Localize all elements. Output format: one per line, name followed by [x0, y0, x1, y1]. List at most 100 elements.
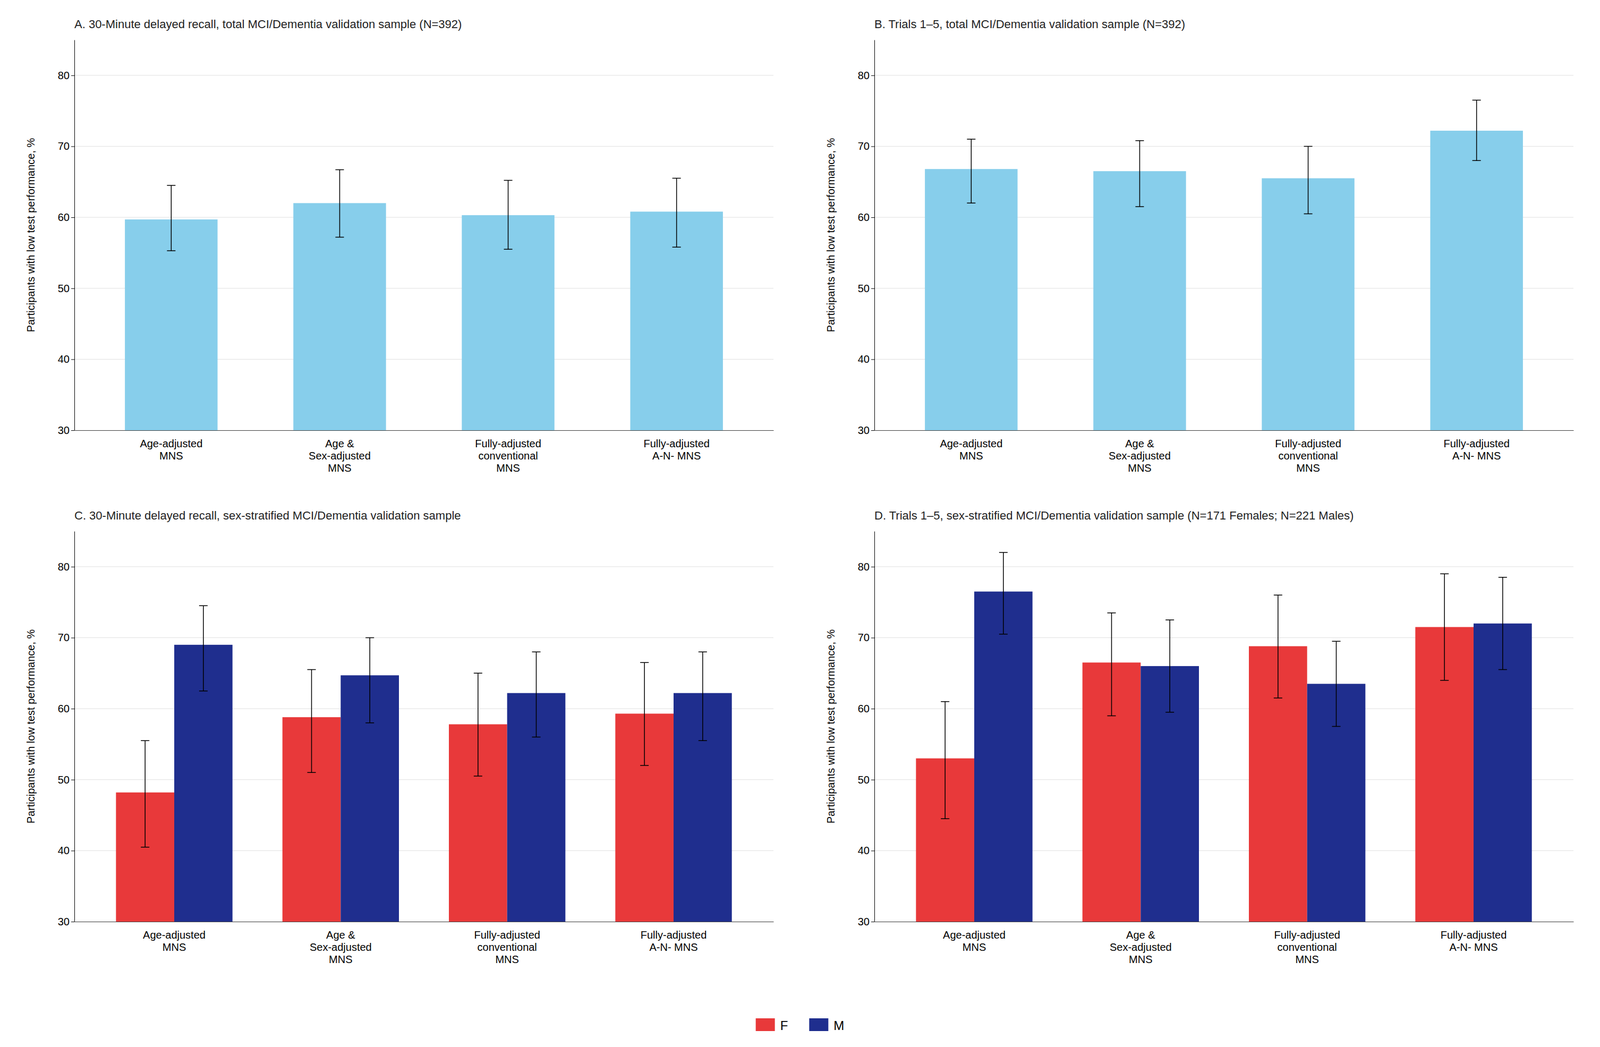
bar [1261, 178, 1355, 431]
tick-label: 40 [57, 353, 70, 365]
tick-label: Age-adjustedMNS [942, 929, 1006, 953]
tick-label: 70 [57, 631, 70, 644]
series [924, 130, 1523, 431]
tick-label: Age &Sex-adjustedMNS [1109, 929, 1172, 966]
grid-line [74, 637, 774, 638]
panel: 304050607080Participants with low test p… [824, 17, 1574, 644]
tick-label: 40 [857, 844, 870, 857]
error-bar [532, 651, 541, 737]
tick-mark [71, 708, 75, 710]
tick: 70 [857, 631, 875, 644]
tick: 30 [857, 424, 875, 437]
error-bar [1440, 573, 1449, 680]
tick-mark [71, 430, 75, 431]
axis-line [874, 531, 875, 923]
series [974, 591, 1533, 922]
tick: 30 [57, 915, 75, 928]
grid-line [74, 566, 774, 567]
tick-label: 50 [857, 773, 870, 786]
tick: Age &Sex-adjustedMNS [1109, 929, 1172, 966]
tick-mark [871, 146, 875, 147]
axis-line [74, 531, 75, 923]
error-bar [640, 662, 649, 766]
tick: Age-adjustedMNS [142, 929, 206, 953]
tick: Fully-adjustedA-N- MNS [640, 929, 708, 953]
bar [974, 591, 1033, 922]
plot-area [924, 100, 1523, 431]
axis-line [874, 921, 1574, 923]
tick: 80 [57, 69, 75, 82]
tick: Age-adjustedMNS [942, 929, 1006, 953]
tick-label: 50 [57, 773, 70, 786]
axis-line [74, 430, 774, 431]
tick-label: Fully-adjustedA-N- MNS [1440, 929, 1508, 953]
tick-label: 70 [57, 140, 70, 152]
error-bars [966, 100, 1481, 215]
tick-label: 80 [857, 69, 870, 82]
tick-mark [871, 566, 875, 568]
tick-label: 30 [57, 424, 70, 437]
grid-line [874, 566, 1574, 567]
error-bars [940, 573, 1449, 819]
error-bar [307, 669, 317, 773]
tick: 70 [857, 140, 875, 152]
tick-label: Fully-adjustedconventionalMNS [473, 929, 541, 966]
tick: Age &Sex-adjustedMNS [1108, 437, 1171, 474]
grid-line [74, 74, 774, 76]
error-bar [199, 605, 208, 691]
error-bar [1107, 613, 1117, 717]
legend-swatch [755, 1018, 776, 1032]
y-axis: 304050607080 [57, 40, 75, 437]
tick: 40 [857, 353, 875, 365]
error-bar [1273, 594, 1283, 699]
tick: 60 [857, 702, 875, 715]
tick-mark [871, 359, 875, 360]
tick: 50 [857, 282, 875, 295]
axis-title: Participants with low test performance, … [824, 628, 837, 824]
tick: Fully-adjustedconventionalMNS [1274, 437, 1342, 474]
error-bar [1332, 641, 1341, 727]
title: B. Trials 1–5, total MCI/Dementia valida… [874, 17, 1186, 31]
tick-label: 70 [857, 140, 870, 152]
tick: 30 [57, 424, 75, 437]
tick-label: 60 [57, 702, 70, 715]
tick-label: Fully-adjustedconventionalMNS [1274, 437, 1342, 474]
plot-area [115, 605, 732, 922]
tick-mark [871, 779, 875, 781]
y-axis: 30 40 50 60 70 80 [57, 531, 75, 928]
error-bar [1472, 100, 1482, 161]
tick-mark [871, 921, 875, 923]
error-bar [698, 651, 708, 741]
tick-mark [71, 146, 75, 147]
tick-label: 80 [57, 69, 70, 82]
title: C. 30-Minute delayed recall, sex-stratif… [74, 508, 462, 523]
bar [924, 168, 1018, 431]
series [174, 644, 733, 922]
tick: 80 [57, 560, 75, 573]
axis-line [74, 40, 75, 431]
tick-mark [871, 217, 875, 218]
x-axis: Age-adjustedMNSAge &Sex-adjustedMNSFully… [74, 430, 774, 475]
tick-label: 60 [57, 211, 70, 224]
tick: 40 [857, 844, 875, 857]
tick-label: 40 [857, 353, 870, 365]
tick-mark [871, 75, 875, 76]
error-bars [140, 662, 649, 847]
tick: 70 [57, 140, 75, 152]
tick-mark [871, 850, 875, 851]
tick: 60 [57, 211, 75, 224]
tick: 60 [857, 211, 875, 224]
tick: 60 [57, 702, 75, 715]
tick-label: 30 [857, 915, 870, 928]
error-bars [199, 605, 708, 741]
tick: Fully-adjustedA-N- MNS [1443, 437, 1510, 462]
tick-label: 80 [857, 560, 870, 573]
tick: 40 [57, 844, 75, 857]
title: D. Trials 1–5, sex-stratified MCI/Dement… [874, 508, 1354, 523]
tick-label: Age-adjustedMNS [139, 437, 203, 462]
y-axis: 30 40 50 60 70 80 [857, 40, 875, 437]
error-bar [1498, 577, 1508, 670]
tick-label: Age &Sex-adjustedMNS [1108, 437, 1171, 474]
error-bar [140, 740, 150, 847]
plot-area [124, 169, 723, 431]
